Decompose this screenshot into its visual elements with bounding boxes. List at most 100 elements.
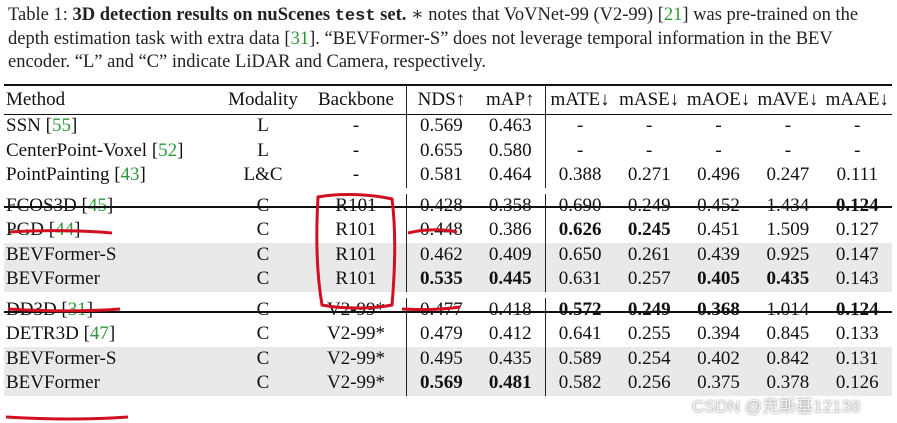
maae-cell: 0.133 [823,322,892,347]
map-cell: 0.435 [475,346,546,371]
mate-value: - [576,139,584,161]
map-cell: 0.463 [475,114,546,139]
nds-cell: 0.428 [405,193,476,218]
mase-cell: 0.249 [615,194,684,219]
maae-value: 0.133 [835,323,879,345]
backbone-cell: - [352,115,360,137]
mase-cell: - [615,139,684,164]
mave-value: 1.509 [766,219,810,241]
map-value: 0.386 [488,219,532,241]
mase-cell: 0.257 [614,267,684,292]
nds-value: 0.569 [420,115,463,137]
method-name: DETR3D [6,323,79,345]
bevformer-underline-2 [5,415,129,421]
maoe-cell: 0.496 [684,163,753,188]
mave-cell: 1.014 [753,298,822,323]
citation-link[interactable]: 52 [158,139,178,161]
map-value: 0.463 [488,115,532,137]
mave-value: 0.925 [766,243,810,265]
map-cell: 0.464 [475,163,546,188]
col-nds: NDS↑ [405,86,476,114]
method-cell: SSN [55] [6,115,78,137]
mate-cell: 0.650 [545,242,615,267]
maoe-value: - [715,115,722,137]
maoe-cell: 0.394 [684,322,753,347]
method-cell: BEVFormer-S [4,242,220,267]
mate-cell: 0.589 [545,346,615,371]
maae-cell: - [823,139,892,164]
backbone-cell: V2-99* [306,371,407,396]
maoe-value: 0.496 [697,164,740,186]
backbone-cell: R101 [306,267,407,292]
map-value: 0.580 [488,139,532,161]
maae-value: 0.131 [835,347,879,369]
maae-value: 0.126 [835,372,879,394]
caption-text-2: ] was pre-trained on the depth estimatio… [8,5,859,49]
nds-value: 0.655 [420,139,463,161]
citation-link[interactable]: 43 [120,164,140,186]
mate-value: 0.650 [558,243,602,265]
col-backbone: Backbone [318,89,394,110]
mave-cell: 0.435 [753,267,823,292]
caption-title: 3D detection results on nuScenes [72,5,331,25]
mate-value: 0.572 [558,298,602,320]
nds-value: 0.477 [420,298,463,320]
maae-cell: 0.124 [823,194,892,219]
maae-cell: - [823,114,892,139]
method-cell: BEVFormer [4,371,220,396]
nds-value: 0.428 [420,194,463,216]
map-cell: 0.445 [475,267,546,292]
maoe-value: 0.439 [697,243,740,265]
nds-cell: 0.535 [405,267,476,292]
map-cell: 0.358 [475,193,546,218]
backbone-cell: R101 [306,242,407,267]
modality-cell: C [256,298,270,320]
nds-cell: 0.477 [405,297,476,322]
map-value: 0.464 [488,164,532,186]
mave-cell: 0.842 [753,346,823,371]
nds-cell: 0.569 [405,114,476,139]
maoe-value: 0.394 [697,323,740,345]
maae-cell: 0.143 [822,267,892,292]
mase-cell: 0.255 [615,322,684,347]
citation-link[interactable]: 44 [55,219,75,241]
maae-value: 0.143 [835,268,879,290]
mave-cell: 0.378 [753,371,823,396]
method-cell: FCOS3D [45] [4,194,220,219]
maae-value: 0.127 [835,219,879,241]
method-name: BEVFormer-S [6,243,117,265]
method-name: BEVFormer [6,372,100,394]
mave-cell: 1.509 [753,218,822,243]
mate-cell: 0.641 [545,322,614,347]
mave-cell: 0.845 [753,322,822,347]
mave-value: - [784,115,792,137]
caption-text-3: ]. “BEVFormer-S” does not leverage tempo… [8,29,833,72]
modality-cell: C [220,194,306,219]
backbone-cell: R101 [335,219,377,241]
map-value: 0.481 [488,372,532,394]
nds-cell: 0.448 [405,218,476,243]
mate-value: 0.641 [558,323,602,345]
map-cell: 0.580 [475,138,546,163]
map-cell: 0.412 [475,322,546,347]
mase-value: 0.257 [627,268,671,290]
citation-link[interactable]: 55 [51,115,71,137]
nds-cell: 0.479 [405,322,476,347]
nds-value: 0.462 [420,243,463,265]
citation-link[interactable]: 47 [89,323,109,345]
modality-cell: C [220,371,306,396]
col-method: Method [6,89,66,110]
maoe-value: - [715,139,722,161]
mate-cell: 0.626 [545,218,614,243]
citation-link[interactable]: 31 [67,298,87,320]
backbone-cell: V2-99* [306,346,407,371]
table-row: CenterPoint-Voxel [52] L - 0.655 0.580 - - - - - [4,138,892,164]
caption-ref-1[interactable]: 21 [663,5,683,25]
table-row: BEVFormer C V2-99* 0.569 0.481 0.582 0.256 0.37… [4,371,892,396]
caption-ref-2[interactable]: 31 [290,29,310,49]
table-row: PointPainting [43] L&C - 0.581 0.464 0.388 0.2… [4,163,892,188]
citation-link[interactable]: 45 [87,194,107,216]
maoe-value: 0.452 [697,194,740,216]
map-value: 0.445 [488,268,532,290]
mave-value: 1.014 [766,298,810,320]
